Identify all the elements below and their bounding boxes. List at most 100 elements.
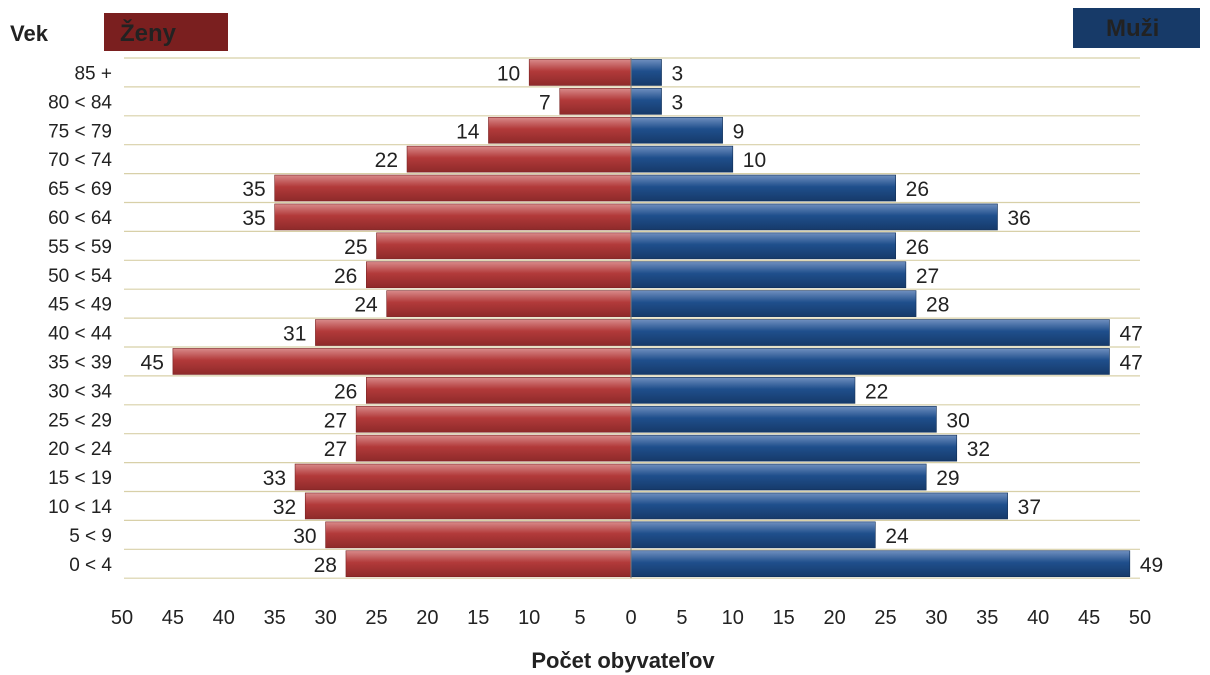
legend-men: Muži xyxy=(1073,8,1200,48)
x-tick-label: 45 xyxy=(1078,607,1100,629)
bar-male xyxy=(630,463,927,491)
bar-male xyxy=(630,232,896,260)
bar-male xyxy=(630,88,662,115)
age-group-label: 85 + xyxy=(74,63,112,84)
x-tick-label: 50 xyxy=(111,607,133,629)
bar-male xyxy=(630,521,876,549)
bar-label-bg xyxy=(943,407,976,432)
bar-male xyxy=(630,492,1008,520)
bar-female xyxy=(406,145,632,173)
bar-value-male: 3 xyxy=(672,91,684,114)
bar-label-bg xyxy=(317,436,350,461)
bar-value-female: 33 xyxy=(263,467,286,490)
axes: 85 + 80 < 84 75 < 79 70 < 74 65 < 69 60 < 64 5… xyxy=(48,58,1151,629)
x-tick-label: 10 xyxy=(722,607,744,629)
bar-label-bg xyxy=(520,89,553,114)
bar-value-female: 10 xyxy=(497,62,520,85)
grid-lines xyxy=(124,57,1140,579)
age-group-label: 25 < 29 xyxy=(48,410,112,431)
bar-value-female: 24 xyxy=(354,294,378,317)
bar-value-male: 47 xyxy=(1119,323,1142,346)
bar-value-female: 14 xyxy=(456,120,480,143)
bar-male xyxy=(630,434,958,462)
age-group-label: 5 < 9 xyxy=(69,526,112,547)
bar-label-bg xyxy=(327,262,360,287)
bar-label-bg xyxy=(861,378,894,403)
bar-value-female: 26 xyxy=(334,265,357,288)
bar-female xyxy=(294,463,632,491)
bar-female xyxy=(355,405,632,433)
bar-label-bg xyxy=(963,436,996,461)
bar-value-male: 26 xyxy=(906,178,929,201)
bar-male xyxy=(630,59,662,86)
bar-value-male: 10 xyxy=(743,149,766,172)
bar-male xyxy=(630,203,998,231)
x-tick-label: 25 xyxy=(874,607,896,629)
bar-label-bg xyxy=(276,320,309,345)
bar-female xyxy=(274,174,632,202)
bar-value-female: 32 xyxy=(273,496,296,519)
bar-female xyxy=(488,116,632,144)
bar-value-female: 35 xyxy=(242,207,265,230)
bar-male xyxy=(630,319,1110,346)
x-tick-label: 35 xyxy=(976,607,998,629)
age-group-label: 30 < 34 xyxy=(48,381,112,402)
x-tick-label: 50 xyxy=(1129,607,1151,629)
bar-female xyxy=(559,88,632,115)
legend-women: Ženy xyxy=(104,13,228,51)
legend-men-label: Muži xyxy=(1106,15,1159,42)
bar-female xyxy=(376,232,632,260)
bar-value-male: 49 xyxy=(1140,554,1163,577)
bar-female xyxy=(386,290,632,317)
bar-label-bg xyxy=(306,551,339,576)
bar-male xyxy=(630,550,1131,578)
bar-label-bg xyxy=(739,147,772,172)
bar-value-male: 24 xyxy=(885,525,909,548)
bar-male xyxy=(630,261,907,289)
x-tick-label: 15 xyxy=(467,607,489,629)
bar-label-bg xyxy=(256,465,289,490)
bar-female xyxy=(528,59,632,86)
bar-female xyxy=(366,377,632,404)
x-tick-label: 45 xyxy=(162,607,184,629)
age-group-label: 70 < 74 xyxy=(48,150,112,171)
x-tick-label: 35 xyxy=(264,607,286,629)
bar-value-female: 25 xyxy=(344,236,367,259)
bar-label-bg xyxy=(327,378,360,403)
x-tick-label: 40 xyxy=(213,607,235,629)
x-axis-title: Počet obyvateľov xyxy=(531,648,715,673)
age-group-label: 35 < 39 xyxy=(48,352,112,373)
bar-value-male: 47 xyxy=(1119,351,1142,374)
bar-female xyxy=(366,261,632,289)
bar-value-male: 22 xyxy=(865,380,888,403)
bar-label-bg xyxy=(668,60,701,85)
bar-male xyxy=(630,405,937,433)
bar-female xyxy=(325,521,632,549)
age-group-label: 40 < 44 xyxy=(48,324,112,345)
bar-value-female: 45 xyxy=(141,351,164,374)
bar-value-male: 37 xyxy=(1018,496,1041,519)
age-group-label: 55 < 59 xyxy=(48,237,112,258)
x-tick-label: 30 xyxy=(314,607,336,629)
age-group-label: 80 < 84 xyxy=(48,92,112,113)
legend-women-label: Ženy xyxy=(120,19,177,47)
age-group-label: 75 < 79 xyxy=(48,121,112,142)
x-tick-label: 20 xyxy=(416,607,438,629)
y-axis-title: Vek xyxy=(10,21,49,46)
legend-men-swatch xyxy=(1073,8,1200,48)
x-tick-label: 30 xyxy=(925,607,947,629)
bar-label-bg xyxy=(235,176,268,201)
age-group-label: 45 < 49 xyxy=(48,295,112,316)
bar-value-male: 26 xyxy=(906,236,929,259)
x-tick-label: 15 xyxy=(773,607,795,629)
bar-value-male: 29 xyxy=(936,467,959,490)
bar-label-bg xyxy=(923,291,956,316)
bar-female xyxy=(304,492,632,520)
bar-value-male: 32 xyxy=(967,438,990,461)
bar-value-male: 28 xyxy=(926,294,949,317)
bar-value-female: 22 xyxy=(375,149,398,172)
bar-value-female: 7 xyxy=(539,91,551,114)
x-tick-label: 0 xyxy=(625,607,636,629)
